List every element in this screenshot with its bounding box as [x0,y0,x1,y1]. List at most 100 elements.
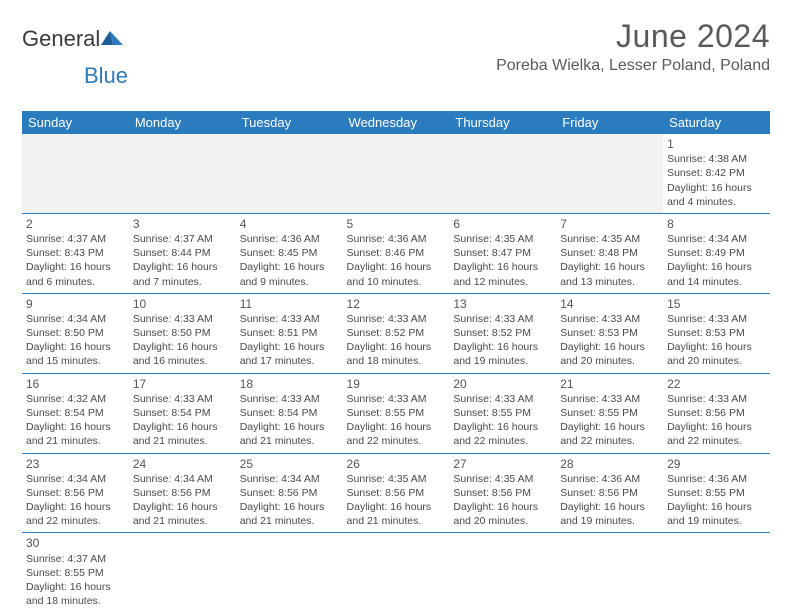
day-number: 16 [26,376,125,392]
day-number: 6 [453,216,552,232]
calendar-cell [556,533,663,612]
daylight1-text: Daylight: 16 hours [347,420,446,434]
sunset-text: Sunset: 8:48 PM [560,246,659,260]
sunrise-text: Sunrise: 4:36 AM [667,472,766,486]
weekday-header: Sunday [22,111,129,134]
sunset-text: Sunset: 8:55 PM [453,406,552,420]
sunrise-text: Sunrise: 4:36 AM [560,472,659,486]
daylight2-text: and 20 minutes. [560,354,659,368]
daylight2-text: and 6 minutes. [26,275,125,289]
day-number: 4 [240,216,339,232]
calendar-cell [449,134,556,213]
calendar-cell [236,134,343,213]
sunrise-text: Sunrise: 4:34 AM [26,312,125,326]
daylight1-text: Daylight: 16 hours [560,500,659,514]
calendar-cell: 13Sunrise: 4:33 AMSunset: 8:52 PMDayligh… [449,293,556,373]
calendar-row: 23Sunrise: 4:34 AMSunset: 8:56 PMDayligh… [22,453,770,533]
calendar-cell: 30Sunrise: 4:37 AMSunset: 8:55 PMDayligh… [22,533,129,612]
day-number: 11 [240,296,339,312]
sunrise-text: Sunrise: 4:36 AM [240,232,339,246]
day-number: 18 [240,376,339,392]
weekday-header: Tuesday [236,111,343,134]
daylight2-text: and 21 minutes. [347,514,446,528]
daylight1-text: Daylight: 16 hours [667,500,766,514]
daylight1-text: Daylight: 16 hours [240,340,339,354]
calendar-cell: 23Sunrise: 4:34 AMSunset: 8:56 PMDayligh… [22,453,129,533]
sunrise-text: Sunrise: 4:35 AM [453,232,552,246]
daylight2-text: and 17 minutes. [240,354,339,368]
sunset-text: Sunset: 8:46 PM [347,246,446,260]
daylight2-text: and 21 minutes. [240,434,339,448]
sunset-text: Sunset: 8:45 PM [240,246,339,260]
calendar-cell: 28Sunrise: 4:36 AMSunset: 8:56 PMDayligh… [556,453,663,533]
daylight2-text: and 21 minutes. [240,514,339,528]
sunset-text: Sunset: 8:52 PM [453,326,552,340]
day-number: 27 [453,456,552,472]
sunset-text: Sunset: 8:53 PM [667,326,766,340]
sunset-text: Sunset: 8:49 PM [667,246,766,260]
calendar-row: 9Sunrise: 4:34 AMSunset: 8:50 PMDaylight… [22,293,770,373]
daylight2-text: and 19 minutes. [667,514,766,528]
day-number: 30 [26,535,125,551]
sunrise-text: Sunrise: 4:36 AM [347,232,446,246]
sunset-text: Sunset: 8:56 PM [453,486,552,500]
daylight2-text: and 13 minutes. [560,275,659,289]
daylight1-text: Daylight: 16 hours [26,500,125,514]
daylight2-text: and 22 minutes. [667,434,766,448]
sunrise-text: Sunrise: 4:38 AM [667,152,766,166]
sunrise-text: Sunrise: 4:34 AM [26,472,125,486]
sunset-text: Sunset: 8:56 PM [667,406,766,420]
sunrise-text: Sunrise: 4:34 AM [667,232,766,246]
day-number: 10 [133,296,232,312]
sunset-text: Sunset: 8:56 PM [133,486,232,500]
weekday-header: Monday [129,111,236,134]
day-number: 9 [26,296,125,312]
calendar-cell [449,533,556,612]
calendar-cell: 2Sunrise: 4:37 AMSunset: 8:43 PMDaylight… [22,213,129,293]
sunrise-text: Sunrise: 4:37 AM [26,552,125,566]
day-number: 1 [667,136,766,152]
day-number: 17 [133,376,232,392]
sunset-text: Sunset: 8:54 PM [26,406,125,420]
day-number: 12 [347,296,446,312]
sunset-text: Sunset: 8:54 PM [133,406,232,420]
calendar-cell [663,533,770,612]
sunrise-text: Sunrise: 4:33 AM [133,312,232,326]
sunset-text: Sunset: 8:55 PM [347,406,446,420]
daylight1-text: Daylight: 16 hours [560,260,659,274]
daylight1-text: Daylight: 16 hours [453,340,552,354]
calendar-cell: 16Sunrise: 4:32 AMSunset: 8:54 PMDayligh… [22,373,129,453]
daylight2-text: and 18 minutes. [26,594,125,608]
daylight1-text: Daylight: 16 hours [347,260,446,274]
calendar-cell: 4Sunrise: 4:36 AMSunset: 8:45 PMDaylight… [236,213,343,293]
sunrise-text: Sunrise: 4:34 AM [133,472,232,486]
calendar-cell: 7Sunrise: 4:35 AMSunset: 8:48 PMDaylight… [556,213,663,293]
calendar-table: Sunday Monday Tuesday Wednesday Thursday… [22,111,770,612]
daylight2-text: and 12 minutes. [453,275,552,289]
calendar-row: 1Sunrise: 4:38 AMSunset: 8:42 PMDaylight… [22,134,770,213]
sunset-text: Sunset: 8:55 PM [560,406,659,420]
sunset-text: Sunset: 8:56 PM [240,486,339,500]
sunrise-text: Sunrise: 4:35 AM [560,232,659,246]
sunset-text: Sunset: 8:55 PM [667,486,766,500]
calendar-cell: 17Sunrise: 4:33 AMSunset: 8:54 PMDayligh… [129,373,236,453]
sunrise-text: Sunrise: 4:33 AM [453,392,552,406]
sunset-text: Sunset: 8:56 PM [26,486,125,500]
calendar-cell: 27Sunrise: 4:35 AMSunset: 8:56 PMDayligh… [449,453,556,533]
calendar-cell [556,134,663,213]
calendar-cell: 5Sunrise: 4:36 AMSunset: 8:46 PMDaylight… [343,213,450,293]
daylight1-text: Daylight: 16 hours [133,420,232,434]
sunset-text: Sunset: 8:52 PM [347,326,446,340]
day-number: 5 [347,216,446,232]
sunset-text: Sunset: 8:43 PM [26,246,125,260]
daylight2-text: and 21 minutes. [26,434,125,448]
brand-logo: General [22,26,123,52]
daylight2-text: and 21 minutes. [133,434,232,448]
calendar-cell: 9Sunrise: 4:34 AMSunset: 8:50 PMDaylight… [22,293,129,373]
day-number: 13 [453,296,552,312]
month-title: June 2024 [496,18,770,55]
daylight2-text: and 19 minutes. [453,354,552,368]
daylight1-text: Daylight: 16 hours [667,260,766,274]
calendar-cell [343,134,450,213]
sunrise-text: Sunrise: 4:33 AM [240,392,339,406]
